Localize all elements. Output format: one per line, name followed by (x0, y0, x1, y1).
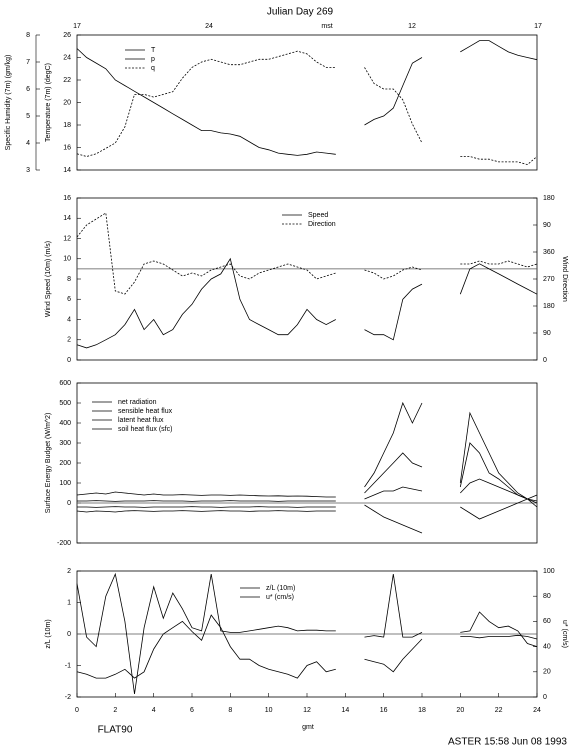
x-tick-label: 24 (533, 707, 541, 714)
x-axis-label: gmt (302, 724, 314, 731)
y-tick-label: 400 (59, 420, 71, 427)
legend-label: p (151, 56, 155, 63)
y2-tick-label: 5 (26, 113, 30, 120)
series-line (76, 50, 538, 166)
page-title: Julian Day 269 (267, 7, 334, 18)
y2-tick-label: 6 (26, 86, 30, 93)
y-tick-label: 300 (59, 440, 71, 447)
x-tick-label: 8 (228, 707, 232, 714)
y-tick-label: 6 (67, 296, 71, 303)
y-tick-label: 0 (67, 631, 71, 638)
y-tick-label: 8 (67, 276, 71, 283)
y-tick-label: 200 (59, 460, 71, 467)
series-line (76, 212, 538, 295)
y-axis-label: Surface Energy Budget (W/m^2) (45, 413, 52, 514)
y2-axis-label: u* (cm/s) (561, 620, 568, 648)
y2-tick-label: 4 (26, 140, 30, 147)
y2-tick-label: 100 (543, 568, 555, 575)
y-tick-label: 0 (67, 500, 71, 507)
y2-axis-label: Wind Direction (561, 256, 568, 302)
x-tick-label: 6 (190, 707, 194, 714)
y-tick-label: 100 (59, 480, 71, 487)
y2-tick-label: 90 (543, 330, 551, 337)
y-tick-label: 2 (67, 568, 71, 575)
series-line (76, 257, 538, 349)
series-line (76, 40, 538, 156)
x-tick-label: 12 (303, 707, 311, 714)
y-axis-label: Temperature (7m) (degC) (45, 63, 52, 142)
y2-tick-label: 0 (543, 357, 547, 364)
y-axis-label: Wind Speed (10m) (m/s) (45, 241, 52, 317)
series-line (76, 491, 538, 534)
legend-label: u* (cm/s) (266, 594, 294, 601)
y2-tick-label: 80 (543, 593, 551, 600)
y-tick-label: 14 (63, 167, 71, 174)
x-tick-label: 14 (341, 707, 349, 714)
y-tick-label: 16 (63, 144, 71, 151)
y2-tick-label: 360 (543, 249, 555, 256)
legend-label: net radiation (118, 399, 157, 406)
top-axis-label: 24 (205, 23, 213, 30)
y2-tick-label: 3 (26, 167, 30, 174)
legend-label: z/L (10m) (266, 585, 295, 592)
y2-axis-label: Specific Humidity (7m) (gm/kg) (5, 55, 12, 151)
y-tick-label: 0 (67, 357, 71, 364)
legend-label: q (151, 65, 155, 72)
y2-tick-label: 7 (26, 59, 30, 66)
y-tick-label: 26 (63, 32, 71, 39)
top-axis-label: 17 (534, 23, 542, 30)
legend-label: sensible heat flux (118, 408, 173, 415)
y2-tick-label: 8 (26, 32, 30, 39)
x-tick-label: 18 (418, 707, 426, 714)
legend-label: T (151, 47, 156, 54)
series-line (76, 572, 538, 694)
y2-tick-label: 180 (543, 195, 555, 202)
x-tick-label: 16 (380, 707, 388, 714)
legend-label: Direction (308, 221, 336, 228)
y2-tick-label: 40 (543, 643, 551, 650)
y2-tick-label: 0 (543, 694, 547, 701)
y-tick-label: 2 (67, 337, 71, 344)
y-tick-label: 500 (59, 400, 71, 407)
x-tick-label: 0 (75, 707, 79, 714)
legend-label: latent heat flux (118, 417, 164, 424)
x-tick-label: 2 (113, 707, 117, 714)
y-tick-label: -2 (65, 694, 71, 701)
y2-tick-label: 60 (543, 618, 551, 625)
y-axis-label: z/L (10m) (45, 619, 52, 648)
y-tick-label: 600 (59, 380, 71, 387)
top-axis-label: 17 (73, 23, 81, 30)
y-tick-label: 22 (63, 77, 71, 84)
y2-tick-label: 20 (543, 669, 551, 676)
y-tick-label: 20 (63, 99, 71, 106)
footer: ASTER 15:58 Jun 08 1993 (448, 737, 567, 748)
y-tick-label: 4 (67, 316, 71, 323)
y-tick-label: 1 (67, 599, 71, 606)
y-tick-label: 10 (63, 256, 71, 263)
legend-label: Speed (308, 212, 328, 219)
x-tick-label: 22 (495, 707, 503, 714)
y-tick-label: -200 (57, 540, 71, 547)
series-line (77, 478, 538, 502)
y-tick-label: 12 (63, 235, 71, 242)
top-axis-label: 12 (408, 23, 416, 30)
x-tick-label: 20 (456, 707, 464, 714)
top-axis-label: mst (321, 23, 332, 30)
site-label: FLAT90 (98, 725, 133, 736)
x-tick-label: 10 (265, 707, 273, 714)
y-tick-label: 18 (63, 122, 71, 129)
y2-tick-label: 180 (543, 303, 555, 310)
legend-label: soil heat flux (sfc) (118, 426, 172, 433)
y-tick-label: -1 (65, 662, 71, 669)
y-tick-label: 24 (63, 54, 71, 61)
y2-tick-label: 90 (543, 222, 551, 229)
y-tick-label: 14 (63, 215, 71, 222)
y2-tick-label: 270 (543, 276, 555, 283)
y-tick-label: 16 (63, 195, 71, 202)
series-line (76, 614, 538, 679)
x-tick-label: 4 (152, 707, 156, 714)
series-line (76, 401, 538, 513)
